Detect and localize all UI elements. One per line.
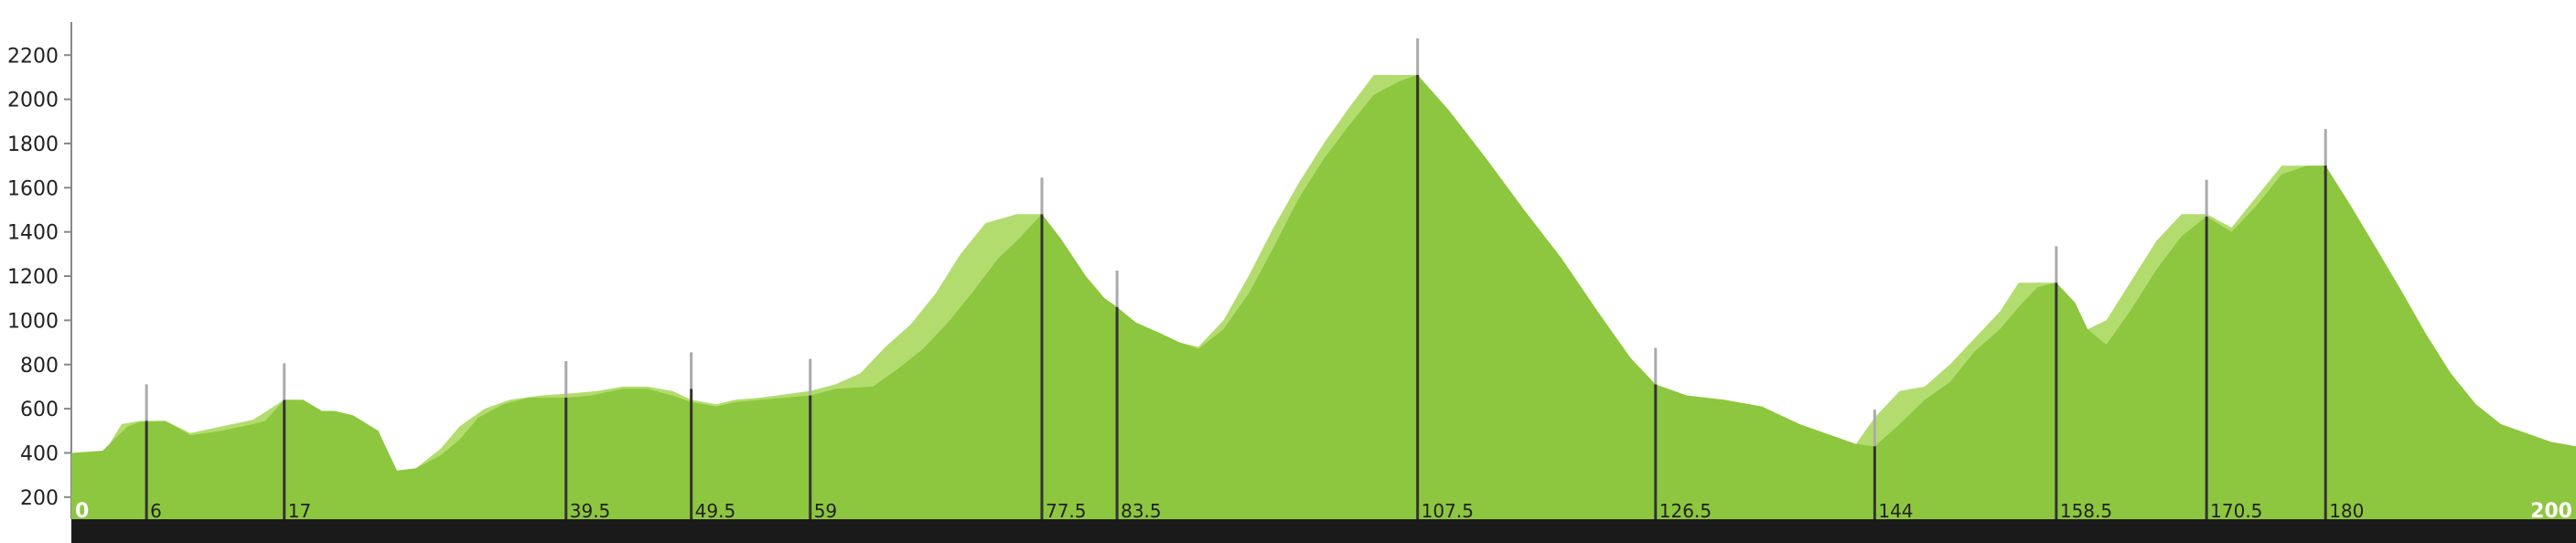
x-end-label: 200	[2530, 500, 2572, 523]
marker-label: 126.5	[1659, 500, 1712, 522]
y-tick-label: 600	[20, 399, 59, 421]
y-tick-label: 1800	[7, 133, 59, 156]
x-start-label: 0	[75, 500, 89, 523]
marker-label: 39.5	[570, 500, 611, 522]
marker-label: 83.5	[1121, 500, 1162, 522]
profile-area-layer	[71, 75, 2576, 519]
marker-label: 107.5	[1422, 500, 1474, 522]
y-tick-label: 1000	[7, 310, 59, 333]
y-tick-label: 200	[20, 487, 59, 510]
y-tick-label: 1200	[7, 266, 59, 289]
y-tick-label: 2000	[7, 90, 59, 112]
y-tick-label: 800	[20, 355, 59, 378]
marker-layer	[145, 38, 2327, 519]
marker-label: 144	[1878, 500, 1913, 522]
marker-label: 77.5	[1046, 500, 1087, 522]
distance-baseline-bar	[71, 519, 2576, 543]
marker-label: 6	[150, 500, 162, 522]
y-tick-label: 1400	[7, 222, 59, 245]
y-tick-label: 400	[20, 442, 59, 465]
marker-label: 59	[814, 500, 837, 522]
profile-main-area	[71, 75, 2576, 519]
y-tick-label: 1600	[7, 177, 59, 200]
marker-label: 170.5	[2210, 500, 2262, 522]
marker-label: 17	[288, 500, 311, 522]
y-tick-label: 2200	[7, 45, 59, 68]
marker-label: 180	[2329, 500, 2364, 522]
marker-label: 49.5	[695, 500, 736, 522]
distance-label-layer: 0 200 6 17 39.5 49.5 59 77.5 83.5 107.5 126.5 144…	[75, 500, 2572, 523]
marker-label: 158.5	[2060, 500, 2112, 522]
y-axis: 200 400 600 800 1000 1200 1400 1600 1800 2000 2200	[7, 22, 72, 519]
